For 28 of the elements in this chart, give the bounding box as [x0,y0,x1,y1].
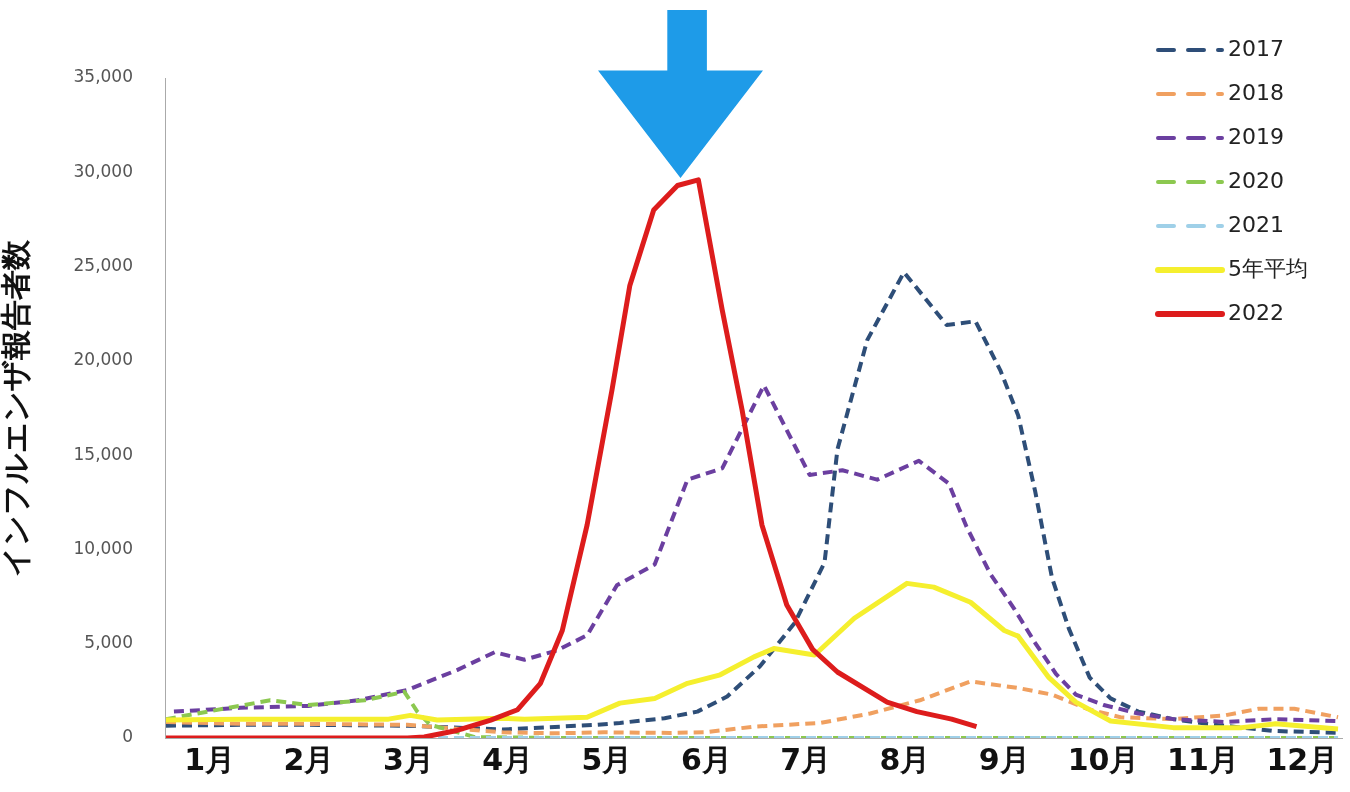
legend-label: 5年平均 [1228,255,1308,281]
x-tick-label: 1月 [184,741,236,777]
y-tick-label: 30,000 [73,160,133,181]
y-tick-label: 10,000 [73,537,133,558]
x-tick-label: 2月 [283,741,335,777]
x-tick-label: 3月 [382,741,434,777]
y-axis-title: インフルエンザ報告者数 [0,238,33,577]
y-tick-label: 0 [122,726,133,747]
x-tick-label: 4月 [482,741,534,777]
x-tick-label: 10月 [1067,741,1140,777]
x-tick-label: 8月 [879,741,931,777]
x-tick-label: 6月 [680,741,732,777]
y-tick-label: 25,000 [73,254,133,275]
x-tick-label: 12月 [1266,741,1339,777]
x-tick-label: 5月 [581,741,633,777]
y-tick-label: 15,000 [73,443,133,464]
x-tick-label: 9月 [978,741,1030,777]
legend-label: 2018 [1228,79,1284,105]
legend-label: 2017 [1228,35,1284,61]
legend-label: 2020 [1228,167,1284,193]
legend-label: 2019 [1228,123,1284,149]
x-tick-label: 7月 [780,741,832,777]
legend-label: 2022 [1228,299,1284,325]
y-tick-label: 5,000 [84,632,133,653]
x-tick-label: 11月 [1167,741,1239,777]
y-tick-label: 20,000 [73,349,133,370]
y-tick-label: 35,000 [73,66,133,87]
legend-label: 2021 [1228,211,1284,237]
